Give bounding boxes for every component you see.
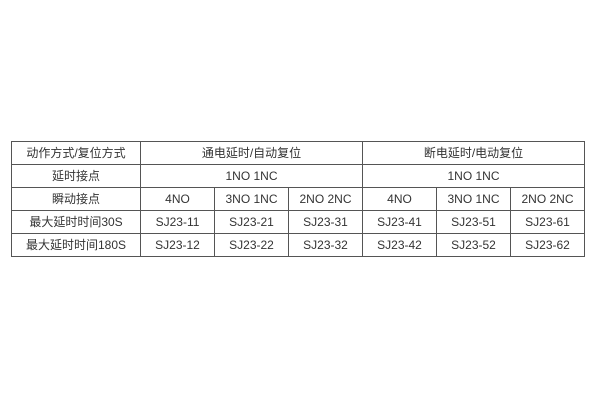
row-header-action-mode: 动作方式/复位方式 (11, 141, 141, 165)
col-header-power-on-delay: 通电延时/自动复位 (140, 141, 363, 165)
delay-contact-left-cell: 1NO 1NC (140, 164, 363, 188)
model-cell: SJ23-31 (288, 210, 363, 234)
table-row-max-delay-30s: 最大延时时间30S SJ23-11 SJ23-21 SJ23-31 SJ23-4… (11, 210, 585, 234)
row-header-delay-contact: 延时接点 (11, 164, 141, 188)
row-header-max-delay-30s: 最大延时时间30S (11, 210, 141, 234)
table-row-delay-contact: 延时接点 1NO 1NC 1NO 1NC (11, 164, 585, 188)
col-header-power-off-delay: 断电延时/电动复位 (362, 141, 585, 165)
instant-contact-cell: 4NO (140, 187, 215, 211)
model-cell: SJ23-32 (288, 233, 363, 257)
model-cell: SJ23-11 (140, 210, 215, 234)
model-cell: SJ23-51 (436, 210, 511, 234)
delay-contact-right-cell: 1NO 1NC (362, 164, 585, 188)
row-header-max-delay-180s: 最大延时时间180S (11, 233, 141, 257)
instant-contact-cell: 2NO 2NC (288, 187, 363, 211)
table-row-action-mode: 动作方式/复位方式 通电延时/自动复位 断电延时/电动复位 (11, 141, 585, 165)
spec-table-container: 动作方式/复位方式 通电延时/自动复位 断电延时/电动复位 延时接点 1NO 1… (11, 141, 585, 257)
instant-contact-cell: 3NO 1NC (214, 187, 289, 211)
model-cell: SJ23-22 (214, 233, 289, 257)
model-cell: SJ23-21 (214, 210, 289, 234)
table-row-max-delay-180s: 最大延时时间180S SJ23-12 SJ23-22 SJ23-32 SJ23-… (11, 233, 585, 257)
model-cell: SJ23-52 (436, 233, 511, 257)
row-header-instant-contact: 瞬动接点 (11, 187, 141, 211)
model-cell: SJ23-61 (510, 210, 585, 234)
model-cell: SJ23-42 (362, 233, 437, 257)
spec-table: 动作方式/复位方式 通电延时/自动复位 断电延时/电动复位 延时接点 1NO 1… (11, 141, 585, 257)
table-row-instant-contact: 瞬动接点 4NO 3NO 1NC 2NO 2NC 4NO 3NO 1NC 2NO… (11, 187, 585, 211)
instant-contact-cell: 3NO 1NC (436, 187, 511, 211)
instant-contact-cell: 4NO (362, 187, 437, 211)
model-cell: SJ23-62 (510, 233, 585, 257)
model-cell: SJ23-12 (140, 233, 215, 257)
instant-contact-cell: 2NO 2NC (510, 187, 585, 211)
model-cell: SJ23-41 (362, 210, 437, 234)
